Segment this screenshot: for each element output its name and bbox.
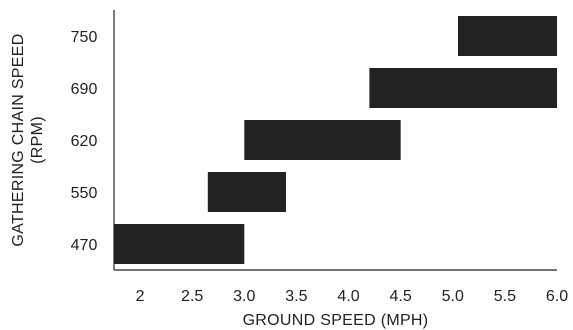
y-tick-label-470: 470: [71, 237, 98, 254]
bar-620: [244, 120, 401, 160]
y-axis-title-line-1: GATHERING CHAIN SPEED: [10, 33, 27, 246]
bar-550: [207, 172, 286, 212]
bars: [114, 16, 557, 264]
x-tick-label-5-0: 5.0: [442, 288, 464, 305]
y-tick-label-550: 550: [71, 185, 98, 202]
x-axis-title: GROUND SPEED (MPH): [243, 312, 429, 329]
bar-690: [369, 68, 557, 108]
y-tick-label-690: 690: [71, 81, 98, 98]
x-tick-label-2-5: 2.5: [181, 288, 203, 305]
x-tick-label-2: 2: [136, 288, 145, 305]
y-axis-title-line-2: (RPM): [29, 116, 46, 164]
y-tick-labels: 470 550 620 690 750: [71, 29, 98, 254]
x-tick-label-3-0: 3.0: [233, 288, 255, 305]
y-tick-label-750: 750: [71, 29, 98, 46]
y-tick-label-620: 620: [71, 133, 98, 150]
x-tick-label-4-0: 4.0: [337, 288, 359, 305]
bar-470: [114, 224, 245, 264]
x-tick-label-6-0: 6.0: [546, 288, 568, 305]
x-tick-labels: 2 2.5 3.0 3.5 4.0 4.5 5.0 5.5 6.0: [136, 288, 569, 305]
y-axis-title: GATHERING CHAIN SPEED (RPM): [10, 33, 46, 246]
bar-750: [457, 16, 557, 56]
x-tick-label-5-5: 5.5: [494, 288, 516, 305]
x-tick-label-3-5: 3.5: [285, 288, 307, 305]
x-tick-label-4-5: 4.5: [390, 288, 412, 305]
